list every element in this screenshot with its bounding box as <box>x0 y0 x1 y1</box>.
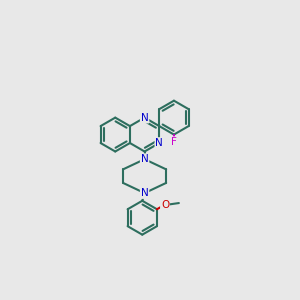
Text: N: N <box>141 112 148 123</box>
Text: F: F <box>171 137 177 147</box>
Text: N: N <box>141 188 148 198</box>
Text: N: N <box>155 138 163 148</box>
Text: N: N <box>141 154 148 164</box>
Text: O: O <box>161 200 169 210</box>
